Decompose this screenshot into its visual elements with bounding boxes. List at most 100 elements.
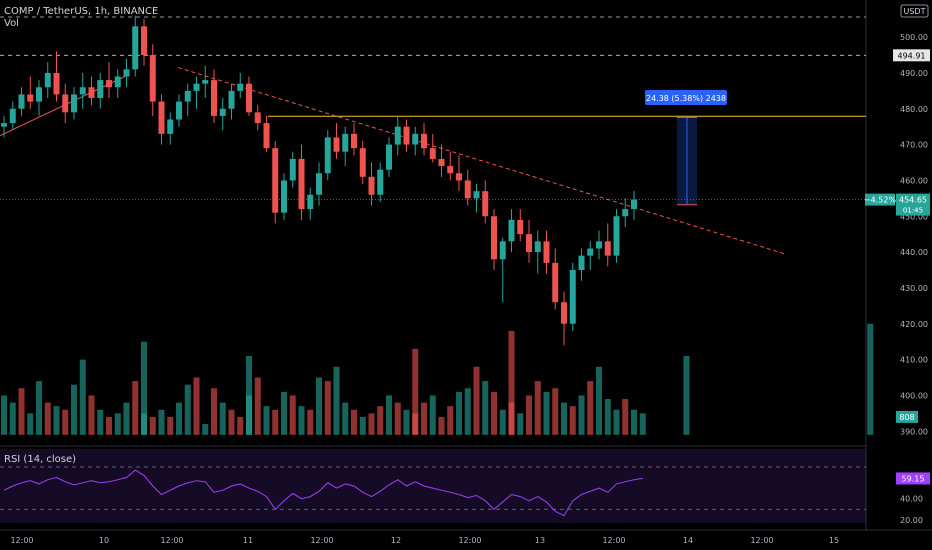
volume-bar [526,395,532,435]
candle-body [359,148,366,177]
time-tick-label: 12:00 [160,536,183,545]
volume-bar [342,402,349,435]
volume-bar [254,377,261,435]
volume-bar [1,395,7,435]
volume-bar [464,388,471,435]
volume-bar [263,406,270,435]
candle-body [219,108,226,116]
high-level-badge [893,49,930,62]
change-pct-badge [865,193,895,206]
volume-bar [237,416,244,435]
volume-bar [97,409,104,435]
price-tick-label: 410.00 [900,356,928,365]
candle-body [394,126,401,145]
candle-body [456,173,462,181]
volume-bar [176,402,182,435]
candle-body [342,133,349,152]
currency-badge-text: USDT [904,7,926,16]
candle-body [386,144,392,170]
volume-bar [289,395,296,435]
candle-body [158,101,165,134]
time-tick-label: 10 [99,536,109,545]
rsi-tick-label: 40.00 [900,495,923,504]
price-tick-label: 450.00 [900,212,928,221]
candle-body [71,94,77,113]
candle-body [508,219,515,242]
volume-bar [193,377,200,435]
candle-body [491,216,497,260]
rsi-tick-label: 20.00 [900,516,923,525]
symbol-title: COMP / TetherUS, 1h, BINANCE [4,6,159,17]
candle-body [211,80,217,116]
volume-bar [106,416,112,435]
volume-bar [412,348,419,435]
volume-bar [53,406,60,435]
candle-body [631,199,637,210]
countdown-text: 01:45 [903,207,923,215]
volume-bar [578,395,585,435]
candle-body [237,83,244,91]
candle-body [254,112,261,124]
candle-body [53,72,60,95]
volume-bar [123,402,130,435]
candle-body [88,87,95,98]
rsi-line [3,469,643,517]
time-tick-label: 15 [829,536,839,545]
volume-bar [508,330,515,435]
volume-bar [377,406,384,435]
volume-bar [351,409,357,435]
candle-body [272,148,279,213]
time-tick-label: 12 [391,536,401,545]
candle-body [333,137,340,152]
volume-bar [44,402,51,435]
volume-bar [587,381,594,435]
volume-bar [36,381,42,435]
candle-body [246,83,252,113]
candle-body [464,180,471,199]
price-tick-label: 430.00 [900,284,928,293]
candle-body [36,87,42,102]
candle-body [368,176,375,195]
candle-body [316,173,322,195]
candle-body [403,126,410,145]
volume-bar [403,409,410,435]
volume-bar [359,416,366,435]
volume-bar [517,413,524,435]
volume-bar [114,413,121,435]
candle-body [596,241,602,249]
volume-bar [228,409,235,435]
candle-body [123,69,130,77]
volume-bar [298,406,305,435]
time-tick-label: 12:00 [602,536,625,545]
volume-bar [482,381,489,435]
candle-body [106,80,112,88]
price-tick-label: 490.00 [900,69,928,78]
candle-body [447,166,454,174]
time-tick-label: 12:00 [458,536,481,545]
volume-bar [79,359,86,435]
candle-body [578,255,585,270]
candle-body [298,158,305,210]
candle-body [193,83,200,91]
volume-bar [438,416,445,435]
volume-bar [499,409,506,435]
price-tick-label: 460.00 [900,176,928,185]
candle-body [281,180,287,213]
volume-bar [569,406,576,435]
candle-body [622,209,629,217]
candle-body [176,101,182,120]
current-price-badge-text: 454.65 [899,196,927,205]
candle-body [27,94,34,102]
volume-bar [27,413,34,435]
candle-body [429,148,436,159]
candle-body [473,191,480,199]
volume-bar [622,399,629,435]
candle-body [526,234,532,253]
candle-body [421,133,427,149]
time-tick-label: 11 [243,536,253,545]
candle-body [289,158,296,181]
volume-label: Vol [4,18,19,29]
candle-body [97,80,104,98]
volume-bar [324,381,331,435]
